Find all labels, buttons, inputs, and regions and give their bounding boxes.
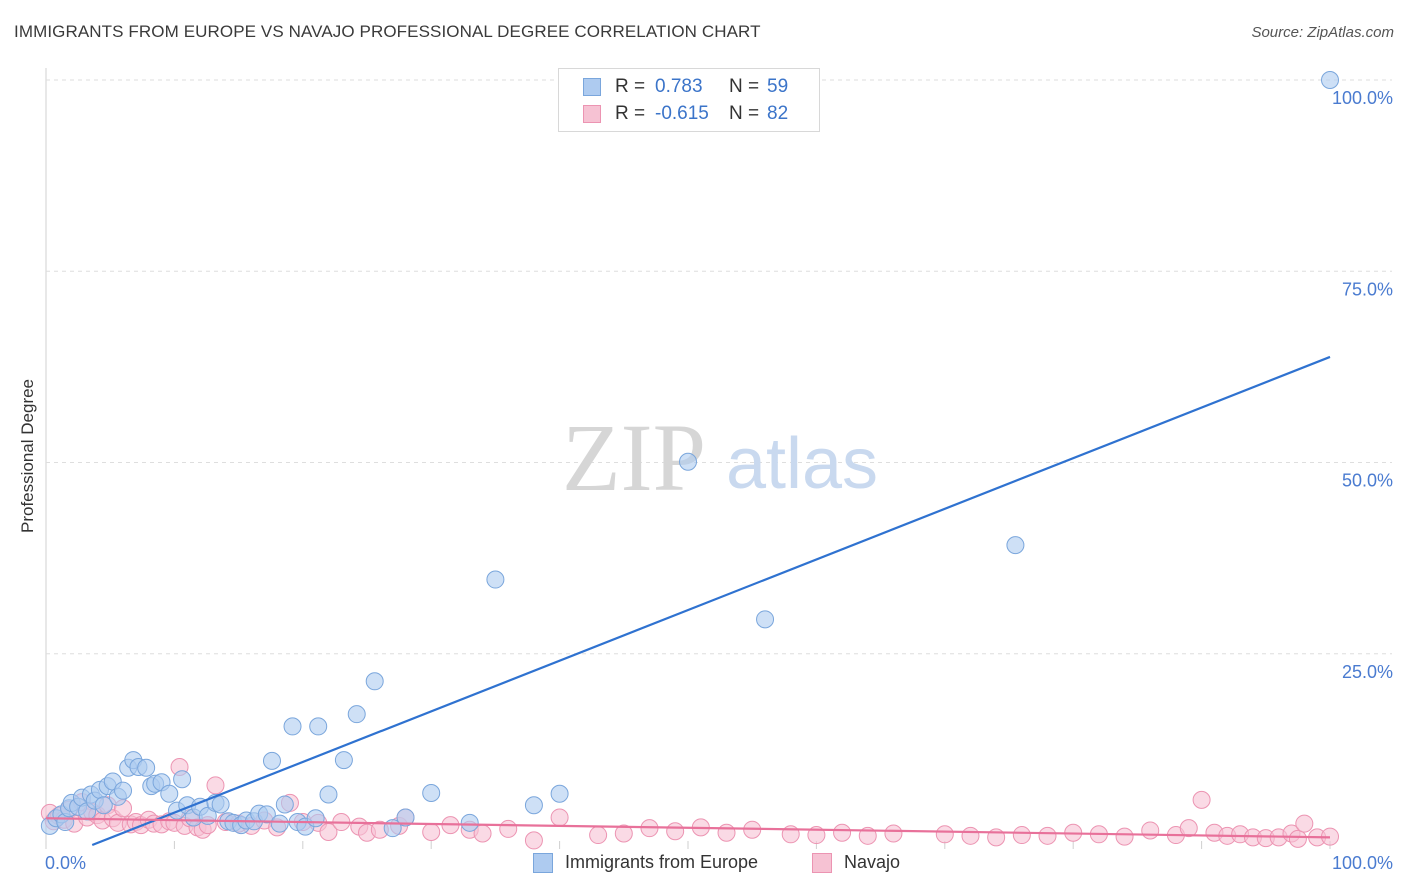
legend-label-europe: Immigrants from Europe (565, 852, 759, 872)
data-point-europe (460, 813, 479, 832)
trend-layer (45, 355, 1331, 847)
x-tick-label: 100.0% (1332, 853, 1393, 873)
data-point-navajo (550, 808, 569, 827)
data-point-navajo (614, 824, 633, 843)
data-point-europe (334, 751, 353, 770)
y-tick-label: 50.0% (1342, 471, 1393, 491)
legend-r-label: R = (615, 76, 646, 97)
series-legend: Immigrants from Europe Navajo (0, 852, 1406, 878)
data-point-europe (347, 705, 366, 724)
points-layer (40, 71, 1339, 850)
x-tick-label: 0.0% (45, 853, 86, 873)
y-tick-label: 25.0% (1342, 662, 1393, 682)
stats-legend: R = 0.783 N = 59 R = -0.615 N = 82 (558, 68, 820, 132)
data-point-europe (486, 570, 505, 589)
y-tick-label: 100.0% (1332, 88, 1393, 108)
legend-item-europe[interactable]: Immigrants from Europe (533, 852, 758, 873)
data-point-europe (173, 770, 192, 789)
data-point-navajo (935, 825, 954, 844)
data-point-europe (524, 796, 543, 815)
data-point-europe (137, 758, 156, 777)
watermark-atlas: atlas (726, 424, 878, 504)
data-point-europe (309, 717, 328, 736)
legend-label-navajo: Navajo (844, 852, 901, 872)
data-point-europe (306, 809, 325, 828)
chart-title: IMMIGRANTS FROM EUROPE VS NAVAJO PROFESS… (14, 22, 761, 41)
data-point-navajo (524, 831, 543, 850)
data-point-navajo (1288, 829, 1307, 848)
data-point-europe (422, 783, 441, 802)
data-point-europe (396, 808, 415, 827)
trend-line-navajo (45, 817, 1331, 839)
data-point-europe (319, 785, 338, 804)
data-point-europe (211, 795, 230, 814)
legend-row-europe: R = 0.783 N = 59 (583, 75, 788, 99)
trend-line-europe (91, 355, 1331, 847)
data-point-navajo (1295, 814, 1314, 833)
data-point-navajo (666, 822, 685, 841)
data-point-navajo (1179, 819, 1198, 838)
y-axis-title: Professional Degree (18, 378, 37, 534)
legend-n-value-navajo: 82 (767, 103, 789, 124)
grid-layer (45, 68, 1392, 849)
legend-r-value-navajo: -0.615 (655, 103, 709, 124)
data-point-europe (365, 672, 384, 691)
legend-r-label: R = (615, 103, 646, 124)
legend-row-navajo: R = -0.615 N = 82 (583, 102, 788, 126)
data-point-navajo (1141, 821, 1160, 840)
legend-swatch-navajo (583, 105, 601, 123)
data-point-europe (283, 717, 302, 736)
data-point-navajo (499, 819, 518, 838)
data-point-navajo (1115, 827, 1134, 846)
data-point-navajo (1038, 826, 1057, 845)
data-point-navajo (589, 826, 608, 845)
legend-n-value-europe: 59 (767, 76, 789, 97)
legend-item-navajo[interactable]: Navajo (812, 852, 900, 873)
legend-swatch-europe (533, 852, 553, 873)
data-point-europe (257, 805, 276, 824)
data-point-europe (550, 784, 569, 803)
data-point-navajo (1192, 790, 1211, 809)
data-point-europe (160, 784, 179, 803)
legend-n-label: N = (729, 103, 760, 124)
data-point-europe (679, 452, 697, 471)
legend-swatch-navajo (812, 852, 832, 873)
data-point-navajo (422, 822, 441, 841)
data-point-europe (262, 751, 281, 770)
data-point-navajo (961, 826, 980, 845)
data-point-europe (94, 796, 113, 815)
legend-r-value-europe: 0.783 (655, 76, 703, 97)
watermark: ZIP atlas (562, 404, 878, 511)
data-point-europe (114, 781, 133, 800)
data-point-navajo (717, 823, 736, 842)
data-point-navajo (206, 776, 225, 795)
data-point-europe (275, 795, 294, 814)
legend-n-label: N = (729, 76, 760, 97)
ticks-layer: 25.0% 50.0% 75.0% 100.0% 0.0% 100.0% (45, 88, 1393, 873)
y-tick-label: 75.0% (1342, 279, 1393, 299)
source-label[interactable]: Source: ZipAtlas.com (1251, 24, 1394, 41)
data-point-navajo (1012, 826, 1031, 845)
legend-swatch-europe (583, 78, 601, 96)
data-point-europe (1321, 71, 1339, 89)
data-point-europe (756, 610, 775, 629)
data-point-europe (1006, 536, 1025, 555)
data-point-europe (270, 814, 289, 833)
data-point-navajo (884, 824, 903, 843)
data-point-navajo (833, 823, 852, 842)
